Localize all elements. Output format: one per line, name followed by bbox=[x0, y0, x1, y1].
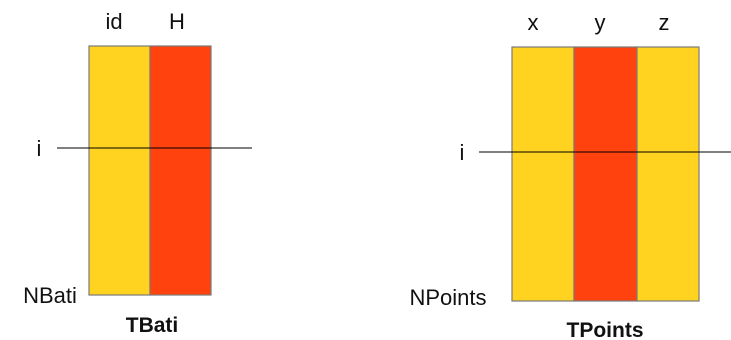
tpoints-header-x: x bbox=[528, 10, 539, 35]
tbati-column-h bbox=[149, 45, 212, 296]
tpoints-header-z: z bbox=[659, 10, 670, 35]
tbati-header-id: id bbox=[105, 9, 122, 34]
tpoints-row-label: i bbox=[460, 140, 465, 165]
tpoints-header-y: y bbox=[595, 10, 606, 35]
tbati-count-label: NBati bbox=[23, 283, 77, 308]
tbati-column-id bbox=[88, 45, 151, 296]
tpoints-column-z bbox=[636, 46, 700, 302]
tbati-title: TBati bbox=[126, 314, 179, 337]
tpoints-count-label: NPoints bbox=[409, 285, 486, 310]
tbati-row-label: i bbox=[37, 136, 42, 161]
tpoints-title: TPoints bbox=[567, 319, 644, 340]
tpoints-column-x bbox=[511, 46, 575, 302]
tbati-header-h: H bbox=[169, 9, 185, 34]
table-tbati: id H i NBati TBati bbox=[23, 9, 252, 337]
tpoints-column-y bbox=[573, 46, 638, 302]
table-tpoints: x y z i NPoints TPoints bbox=[409, 10, 731, 340]
